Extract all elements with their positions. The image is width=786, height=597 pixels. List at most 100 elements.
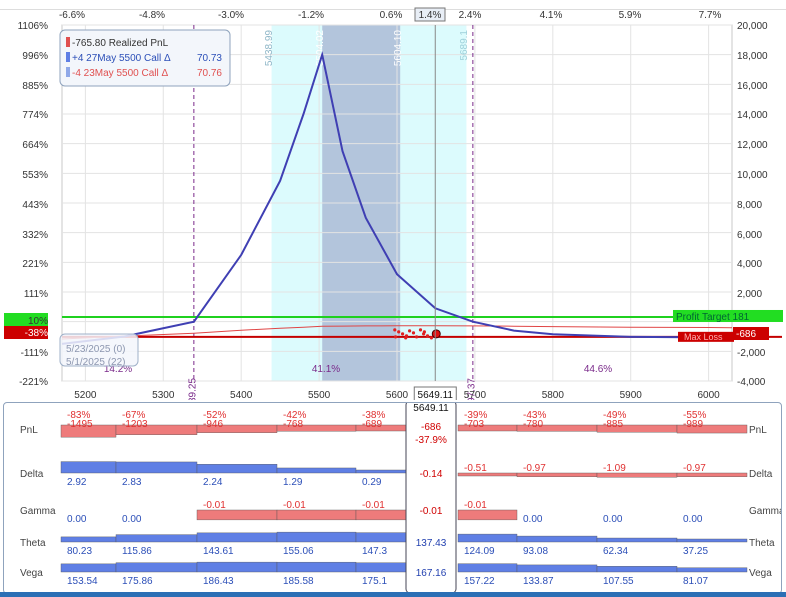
greek-value: 153.54 — [67, 576, 98, 587]
left-axis-tick: 10% — [28, 316, 48, 327]
greek-value: 0.00 — [122, 514, 142, 525]
right-axis-tick: 18,000 — [737, 51, 768, 62]
date-legend[interactable]: 5/23/2025 (0) 5/1/2025 (22) — [59, 333, 139, 368]
legend-realized-pnl: -765.80 Realized PnL — [72, 38, 169, 49]
pnl-percent: -39% — [464, 410, 487, 421]
right-axis-tick: 2,000 — [737, 289, 762, 300]
pnl-percent: -43% — [523, 410, 546, 421]
greek-value: 133.87 — [523, 576, 554, 587]
greek-value: 0.00 — [683, 514, 703, 525]
greek-bar — [355, 532, 410, 543]
right-axis-tick: -2,000 — [737, 348, 766, 359]
current-price-column-header: 5649.11 — [413, 403, 449, 414]
legend-swatch-leg2 — [66, 67, 70, 77]
pnl-curve-expiration — [61, 50, 733, 345]
current-price-pnl-percent: -37.9% — [415, 435, 447, 446]
right-axis-tick: 12,000 — [737, 140, 768, 151]
greek-bar — [355, 469, 410, 474]
max-loss-label: Max Loss — [684, 332, 723, 342]
x-axis-tick: 5800 — [542, 390, 565, 400]
left-axis-tick: 996% — [22, 51, 48, 62]
greek-bar — [457, 533, 518, 543]
profit-target-label[interactable]: Profit Target 181 — [676, 312, 750, 323]
legend-leg1: +4 27May 5500 Call Δ — [72, 53, 171, 64]
left-axis-tick: 664% — [22, 140, 48, 151]
current-price-greek-value: -0.01 — [420, 506, 443, 517]
greek-row-label-right: Theta — [749, 538, 775, 549]
top-axis-tick: 7.7% — [699, 10, 722, 21]
greek-bar — [457, 563, 518, 573]
right-axis-tick: 20,000 — [737, 21, 768, 32]
legend-swatch-realized — [66, 37, 70, 47]
x-axis-tick: 5200 — [74, 390, 97, 400]
price-scatter-dot — [429, 336, 434, 340]
range-boundary-label: 5689.1 — [459, 30, 470, 61]
greek-value: -946 — [203, 419, 223, 430]
right-axis-tick: 4,000 — [737, 259, 762, 270]
greek-value: -0.97 — [523, 463, 546, 474]
left-axis-tick: 111% — [24, 289, 48, 300]
left-axis-tick: 443% — [22, 200, 48, 211]
left-axis-tick: 1106% — [18, 21, 49, 32]
right-axis-tick: 14,000 — [737, 110, 768, 121]
range-boundary-label: 5504.02 — [315, 30, 326, 67]
price-scatter-dot — [422, 330, 426, 334]
current-price-column[interactable] — [405, 403, 457, 593]
left-axis-tick: 774% — [22, 110, 48, 121]
range-boundary-label: 5697.37 — [466, 378, 477, 400]
top-axis-tick: 2.4% — [459, 10, 482, 21]
greek-value: 157.22 — [464, 576, 495, 587]
greek-value: 2.92 — [67, 477, 87, 488]
greek-value: 175.1 — [362, 576, 387, 587]
price-scatter-dot — [418, 328, 423, 332]
right-axis-tick: -686 — [736, 329, 756, 340]
greek-value: 107.55 — [603, 576, 634, 587]
greek-bar — [596, 566, 678, 573]
probability-between: 41.1% — [312, 364, 340, 375]
x-axis-tick: 6000 — [698, 390, 721, 400]
position-legend[interactable]: -765.80 Realized PnL +4 27May 5500 Call Δ… — [59, 29, 231, 87]
greek-value: -0.01 — [362, 500, 385, 511]
top-axis-tick: -1.2% — [298, 10, 324, 21]
greek-row-label-left: PnL — [20, 425, 38, 436]
greek-bar — [276, 561, 357, 573]
greek-value: 0.00 — [67, 514, 87, 525]
top-axis-tick: 4.1% — [540, 10, 563, 21]
greeks-table: PnL PnL -1495-83% -1203-67% -946-52% -768-42%… — [20, 403, 781, 593]
left-axis-loss-badge — [4, 326, 48, 339]
greek-bar — [457, 509, 518, 521]
top-axis-tick: -3.0% — [218, 10, 244, 21]
greek-value: 0.29 — [362, 477, 382, 488]
greek-bar — [60, 536, 117, 543]
left-axis-tick: -221% — [19, 377, 48, 388]
left-axis-tick: -38% — [25, 328, 48, 339]
current-price-greek-value: -0.14 — [420, 469, 443, 480]
greek-bar — [676, 538, 748, 543]
greek-value: -989 — [683, 419, 703, 430]
greek-bar — [115, 461, 198, 474]
left-axis-tick: 332% — [22, 230, 48, 241]
legend-leg2-value: 70.76 — [197, 68, 222, 79]
pnl-percent: -83% — [67, 410, 90, 421]
top-axis-tick: 0.6% — [380, 10, 403, 21]
price-scatter-dot — [411, 331, 416, 335]
left-axis-profit-badge — [4, 313, 48, 326]
left-axis-tick: 885% — [22, 81, 48, 92]
current-price-greek-value: -686 — [421, 422, 441, 433]
current-price-label: 5649.11 — [418, 390, 454, 400]
greek-bar — [276, 531, 357, 543]
price-scatter-dot — [393, 335, 398, 339]
date-legend-box — [59, 333, 139, 367]
range-boundary-label: 5438.99 — [264, 30, 275, 67]
probability-below: 14.2% — [104, 364, 132, 375]
greek-value: 62.34 — [603, 546, 628, 557]
greek-value: 186.43 — [203, 576, 234, 587]
current-position-marker[interactable] — [431, 329, 441, 339]
top-axis-tick: 1.4% — [419, 10, 442, 21]
payoff-chart[interactable]: 5438.99 5504.02 5604.10 5689.1 5339.25 5697.3… — [0, 0, 786, 400]
greek-value: 2.24 — [203, 477, 223, 488]
probability-above: 44.6% — [584, 364, 612, 375]
chart-plot-group: 5438.99 5504.02 5604.10 5689.1 5339.25 5697.3… — [4, 7, 783, 400]
right-axis-tick: 6,000 — [737, 230, 762, 241]
legend-box — [59, 29, 231, 87]
